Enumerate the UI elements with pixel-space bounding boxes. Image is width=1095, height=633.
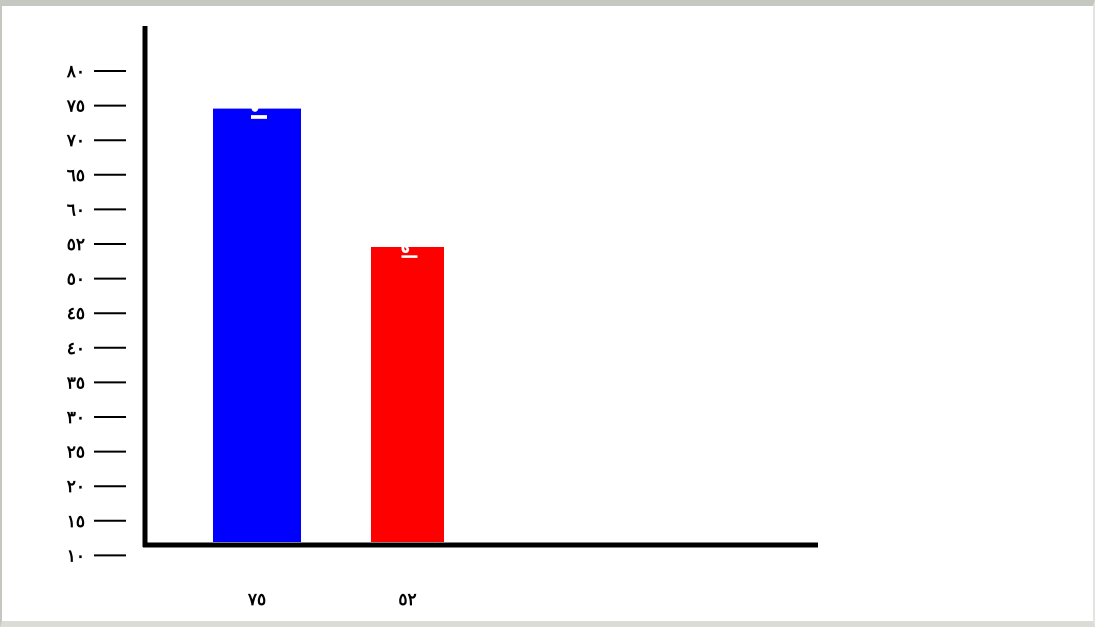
y-tick-label: ١٥: [67, 512, 85, 532]
y-tick-label: ٨٠: [66, 62, 85, 82]
y-tick-label: ٣٥: [67, 373, 85, 393]
bars: اضطرابات ما بعد الصدمة (قبل البرنامج) اضط…: [213, 6, 444, 542]
y-tick-label: ٣٠: [67, 408, 85, 428]
y-tick-label: ٤٥: [67, 304, 85, 324]
y-tick-label: ٢٠: [67, 477, 85, 497]
y-tick-label: ٦٥: [67, 166, 85, 186]
category-label: ٥٢: [398, 590, 416, 610]
bar-label: اضطرابات ما بعد الصدمة (بعد البرنامج): [397, 6, 421, 259]
bar: [371, 247, 444, 542]
bar-chart: ٨٠ ٧٥ ٧٠ ٦٥ ٦٠ ٥٢ ٥٠ ٤٥ ٤٠ ٣٥ ٣٠ ٢٥ ٢٠ ١٥ ١٠ اضطرابات …: [66, 6, 818, 610]
y-tick-label: ٥٠: [67, 270, 85, 290]
category-labels: ٧٥ ٥٢: [247, 590, 417, 610]
y-tick-label: ٧٥: [66, 97, 85, 117]
y-tick-label: ١٠: [67, 546, 85, 566]
y-tick-label: ٦٠: [67, 200, 85, 220]
category-label: ٧٥: [247, 590, 266, 610]
y-tick-label: ٥٢: [67, 235, 85, 255]
y-tick-label: ٧٠: [66, 131, 85, 151]
y-axis-ticks: ٨٠ ٧٥ ٧٠ ٦٥ ٦٠ ٥٢ ٥٠ ٤٥ ٤٠ ٣٥ ٣٠ ٢٥ ٢٠ ١٥ ١٠: [66, 62, 126, 566]
bar-label: اضطرابات ما بعد الصدمة (قبل البرنامج): [246, 6, 270, 121]
bar: [213, 108, 301, 542]
y-tick-label: ٢٥: [67, 443, 85, 463]
y-tick-label: ٤٠: [67, 339, 85, 359]
